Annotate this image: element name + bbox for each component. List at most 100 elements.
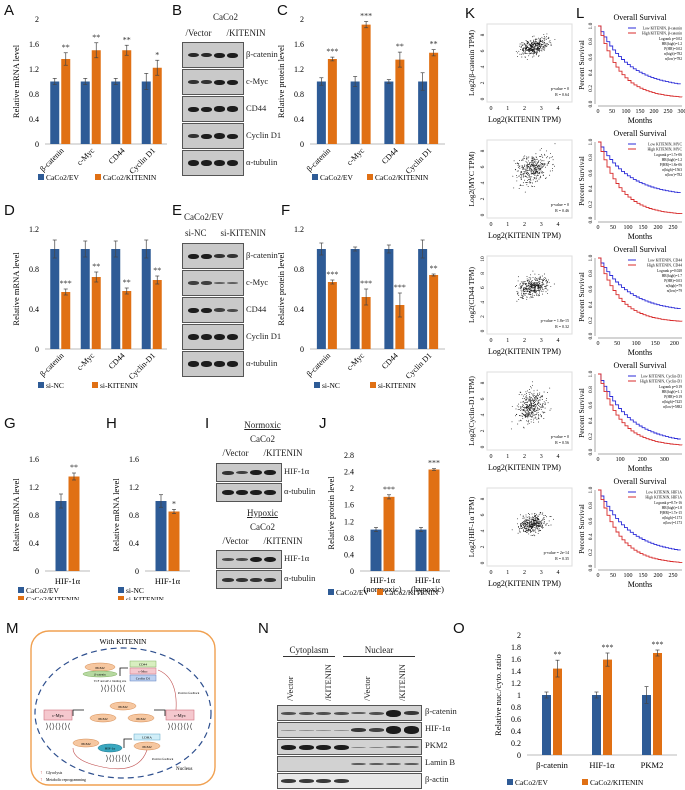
data-point	[529, 529, 531, 531]
data-point	[531, 399, 533, 401]
data-point	[532, 294, 534, 296]
survival-stat: n(low)=79	[667, 289, 682, 293]
data-point	[530, 164, 532, 166]
bar-treated	[152, 67, 162, 144]
legend-low: Low KITENIN, β-catenin	[643, 27, 682, 32]
data-point	[536, 293, 538, 295]
protein-band	[386, 762, 401, 766]
data-point	[545, 286, 547, 288]
data-point	[531, 169, 533, 171]
legend-label: CaCo2/KITENIN	[375, 173, 429, 182]
data-point	[535, 42, 537, 44]
protein-band	[316, 779, 331, 783]
data-point	[541, 40, 543, 42]
data-point	[533, 40, 535, 42]
data-point	[527, 420, 529, 422]
data-point	[533, 39, 534, 41]
data-point	[531, 399, 532, 401]
data-point	[525, 158, 527, 159]
data-point	[525, 405, 527, 407]
data-point	[526, 296, 528, 298]
data-point	[527, 519, 529, 521]
data-point	[532, 394, 534, 396]
x-tick-label: 0	[597, 573, 600, 579]
x-tick-label: β-catenin	[38, 146, 65, 173]
data-point	[524, 284, 526, 286]
data-point	[524, 52, 526, 54]
data-point	[531, 526, 533, 528]
y-tick-label: 0	[300, 345, 304, 354]
data-point	[541, 525, 543, 527]
data-point	[543, 163, 545, 165]
data-point	[516, 300, 518, 302]
y-tick-label: 0.6	[511, 715, 521, 724]
data-point	[537, 51, 538, 53]
data-point	[547, 44, 549, 45]
x-tick-label: 100	[616, 457, 625, 463]
y-tick-label: 0.2	[588, 201, 594, 208]
y-tick-label: 0.8	[29, 90, 39, 99]
data-point	[531, 36, 533, 38]
data-point	[520, 285, 522, 287]
data-point	[526, 279, 528, 281]
y-tick-label: 0.4	[29, 539, 39, 548]
data-point	[540, 524, 542, 526]
data-point	[526, 407, 528, 409]
data-point	[521, 159, 523, 161]
data-point	[536, 400, 538, 402]
data-point	[535, 403, 537, 405]
data-point	[518, 287, 520, 289]
data-point	[528, 523, 530, 525]
data-point	[543, 160, 545, 162]
data-point	[537, 284, 539, 286]
protein-band	[333, 729, 349, 731]
data-point	[541, 167, 543, 169]
data-point	[542, 293, 544, 295]
data-point	[539, 49, 540, 51]
data-point	[520, 401, 522, 403]
data-point	[534, 405, 536, 407]
x-tick-label: 1	[506, 222, 509, 228]
data-point	[538, 281, 540, 283]
blot-i-hypoxic-header: Hypoxic CaCo2 /Vector /KITENIN	[215, 508, 310, 546]
data-point	[538, 285, 540, 286]
cmyc-left-label: c-Myc	[52, 713, 64, 718]
data-point	[533, 392, 535, 394]
data-point	[521, 165, 523, 167]
bar-treated	[327, 282, 337, 349]
data-point	[528, 290, 530, 292]
data-point	[526, 412, 528, 414]
x-tick-label: Cyclin D1	[127, 146, 157, 176]
data-point	[539, 399, 541, 401]
data-point	[534, 171, 536, 173]
bar-control	[350, 81, 360, 144]
data-point	[531, 513, 533, 515]
y-tick-label: 0	[300, 140, 304, 149]
data-point	[534, 168, 536, 170]
blot-row-label: β-actin	[425, 774, 449, 784]
data-point	[536, 528, 538, 530]
data-point	[533, 50, 535, 52]
data-point	[532, 287, 534, 289]
data-point	[530, 40, 532, 42]
data-point	[538, 44, 540, 46]
data-point	[530, 281, 532, 283]
data-point	[523, 402, 525, 404]
data-point	[532, 163, 534, 165]
data-point	[538, 395, 540, 397]
data-point	[552, 163, 554, 165]
data-point	[545, 285, 547, 287]
data-point	[525, 167, 527, 169]
data-point	[537, 295, 539, 297]
data-point	[536, 39, 538, 40]
blot-membrane	[182, 69, 244, 95]
data-point	[540, 525, 541, 527]
x-tick-label: 100	[632, 341, 641, 347]
blot-row-label: β-catenin	[246, 48, 278, 59]
x-tick-label: HIF-1α	[155, 576, 181, 586]
data-point	[534, 284, 536, 286]
x-tick-label: (hypoxic)	[411, 584, 444, 594]
data-point	[534, 513, 536, 514]
